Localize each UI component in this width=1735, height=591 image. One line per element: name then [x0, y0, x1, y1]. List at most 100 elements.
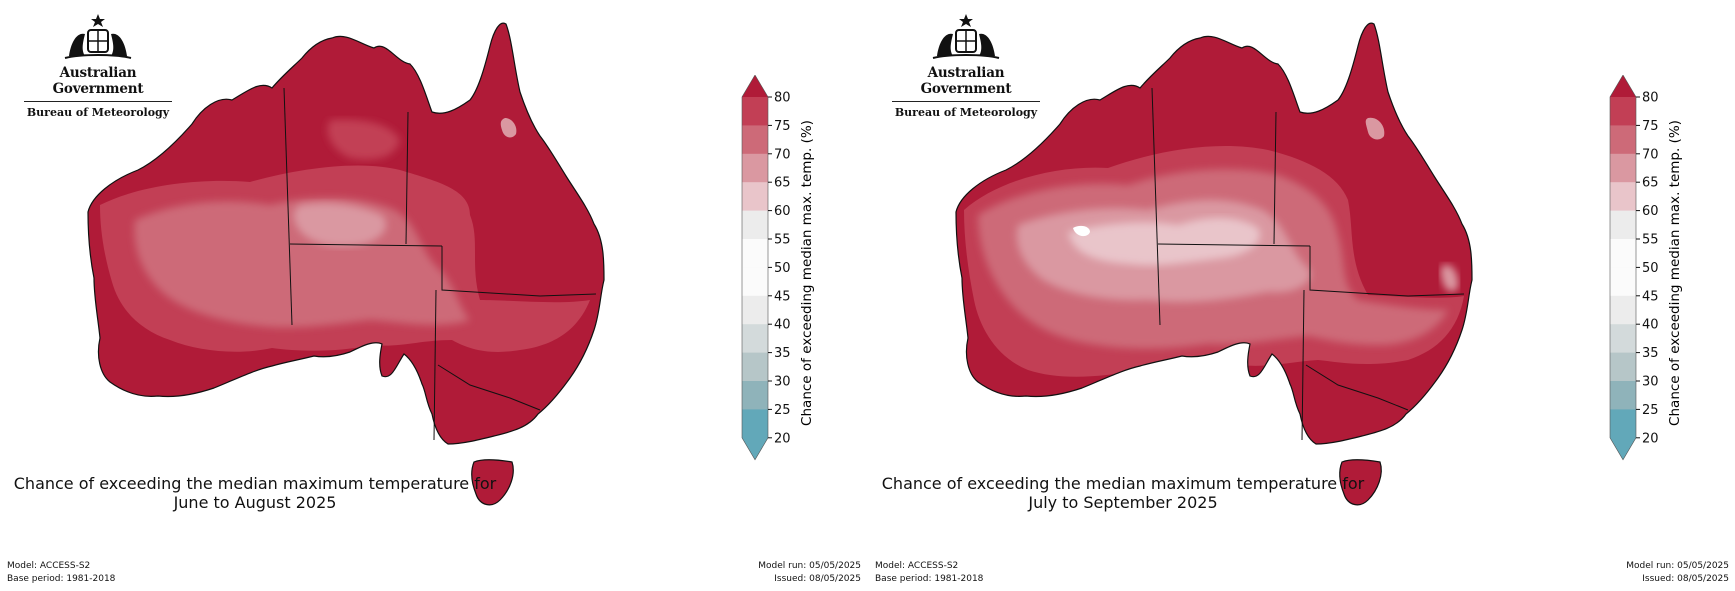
state-borders: [1151, 87, 1465, 441]
colorbar-tick-label: 65: [1642, 176, 1659, 191]
colorbar-tick-label: 80: [1642, 91, 1659, 106]
model-run: Model run: 05/05/2025: [1626, 561, 1729, 571]
colorbar-band: [742, 295, 768, 325]
logo-divider: [24, 101, 172, 102]
colorbar-tick-label: 45: [774, 289, 791, 304]
model-info: Model: ACCESS-S2 Base period: 1981-2018: [7, 560, 115, 586]
colorbar-tick-label: 30: [774, 375, 791, 390]
colorbar-band: [1610, 210, 1636, 240]
colorbar: 80 75 70 65 60 55 50 45 40 35 30 25 20 Chance of exc…: [1609, 75, 1683, 461]
colorbar-band: [742, 239, 768, 268]
colorbar-tick-label: 25: [1642, 403, 1659, 418]
colorbar-tick-label: 65: [774, 176, 791, 191]
colorbar-band: [742, 267, 768, 297]
colorbar-tick-label: 20: [1642, 431, 1659, 446]
base-period: Base period: 1981-2018: [875, 574, 984, 584]
coat-of-arms-icon: [932, 14, 1000, 59]
colorbar-tick-label: 40: [774, 318, 791, 333]
model-run: Model run: 05/05/2025: [758, 561, 861, 571]
colorbar-extend-top: [742, 75, 768, 97]
colorbar-bands: [741, 75, 769, 461]
issued-date: Issued: 08/05/2025: [774, 574, 861, 584]
map-band-75-north: [327, 119, 400, 160]
colorbar-band: [742, 409, 768, 439]
colorbar: 80 75 70 65 60 55 50 45 40 35 30 25 20 Chance of exc…: [741, 75, 815, 461]
run-info: Model run: 05/05/2025 Issued: 08/05/2025: [1626, 560, 1729, 586]
coat-of-arms-icon: [64, 14, 132, 59]
colorbar-band: [742, 381, 768, 410]
colorbar-tick-label: 70: [774, 147, 791, 162]
outlook-panel-june-august: Australian Government Bureau of Meteorol…: [0, 0, 867, 591]
colorbar-band: [1610, 182, 1636, 212]
colorbar-band: [1610, 324, 1636, 354]
map-title-line2: June to August 2025: [173, 493, 337, 512]
colorbar-tick-label: 55: [774, 233, 791, 248]
colorbar-tick-label: 50: [774, 261, 791, 276]
colorbar-tick-label: 75: [774, 119, 791, 134]
colorbar-band: [1610, 295, 1636, 325]
map-band-70: [134, 198, 471, 328]
base-period: Base period: 1981-2018: [7, 574, 116, 584]
bureau-label: Bureau of Meteorology: [894, 106, 1038, 119]
map-title: Chance of exceeding the median maximum t…: [868, 474, 1378, 512]
state-borders: [283, 87, 597, 441]
colorbar-band: [742, 324, 768, 354]
colorbar-label: Chance of exceeding median max. temp. (%…: [799, 120, 815, 426]
bureau-label: Bureau of Meteorology: [26, 106, 170, 119]
colorbar-band: [742, 182, 768, 212]
colorbar-ticks: 80 75 70 65 60 55 50 45 40 35 30 25 20: [1636, 91, 1659, 446]
colorbar-label: Chance of exceeding median max. temp. (%…: [1667, 120, 1683, 426]
colorbar-band: [742, 125, 768, 155]
colorbar-tick-label: 35: [774, 346, 791, 361]
colorbar-extend-top: [1610, 75, 1636, 97]
map-band-65-cape: [500, 118, 517, 138]
colorbar-tick-label: 70: [1642, 147, 1659, 162]
colorbar-bands: [1609, 75, 1637, 461]
colorbar-band: [1610, 267, 1636, 297]
model-name: Model: ACCESS-S2: [875, 561, 959, 571]
map-band-65-cape: [1365, 117, 1385, 140]
colorbar-band: [742, 210, 768, 240]
bom-logo: Australian Government Bureau of Meteorol…: [18, 12, 178, 119]
logo-divider: [892, 101, 1040, 102]
colorbar-tick-label: 40: [1642, 318, 1659, 333]
colorbar-extend-bottom: [742, 437, 768, 460]
colorbar-band: [742, 352, 768, 382]
government-label: Australian Government: [920, 65, 1012, 97]
run-info: Model run: 05/05/2025 Issued: 08/05/2025: [758, 560, 861, 586]
colorbar-tick-label: 75: [1642, 119, 1659, 134]
colorbar-band: [1610, 97, 1636, 126]
colorbar-extend-bottom: [1610, 437, 1636, 460]
colorbar-tick-label: 30: [1642, 375, 1659, 390]
colorbar-band: [742, 97, 768, 126]
colorbar-band: [1610, 239, 1636, 268]
government-label: Australian Government: [52, 65, 144, 97]
map-band-65: [293, 203, 387, 247]
colorbar-tick-label: 25: [774, 403, 791, 418]
colorbar-tick-label: 35: [1642, 346, 1659, 361]
map-title: Chance of exceeding the median maximum t…: [0, 474, 510, 512]
australia-map: [955, 22, 1473, 506]
colorbar-band: [1610, 125, 1636, 155]
issued-date: Issued: 08/05/2025: [1642, 574, 1729, 584]
colorbar-tick-label: 60: [774, 204, 791, 219]
colorbar-band: [1610, 381, 1636, 410]
map-band-60: [1068, 217, 1260, 266]
australia-map: [87, 22, 605, 506]
colorbar-band: [1610, 153, 1636, 183]
colorbar-ticks: 80 75 70 65 60 55 50 45 40 35 30 25 20: [768, 91, 791, 446]
outlook-panel-july-september: Australian Government Bureau of Meteorol…: [868, 0, 1735, 591]
colorbar-tick-label: 55: [1642, 233, 1659, 248]
colorbar-tick-label: 80: [774, 91, 791, 106]
colorbar-tick-label: 60: [1642, 204, 1659, 219]
colorbar-band: [742, 153, 768, 183]
map-title-line1: Chance of exceeding the median maximum t…: [881, 474, 1365, 493]
colorbar-band: [1610, 352, 1636, 382]
map-title-line1: Chance of exceeding the median maximum t…: [13, 474, 497, 493]
bom-logo: Australian Government Bureau of Meteorol…: [886, 12, 1046, 119]
model-name: Model: ACCESS-S2: [7, 561, 91, 571]
map-band-65-coast: [1440, 264, 1459, 292]
colorbar-tick-label: 50: [1642, 261, 1659, 276]
colorbar-tick-label: 20: [774, 431, 791, 446]
colorbar-tick-label: 45: [1642, 289, 1659, 304]
